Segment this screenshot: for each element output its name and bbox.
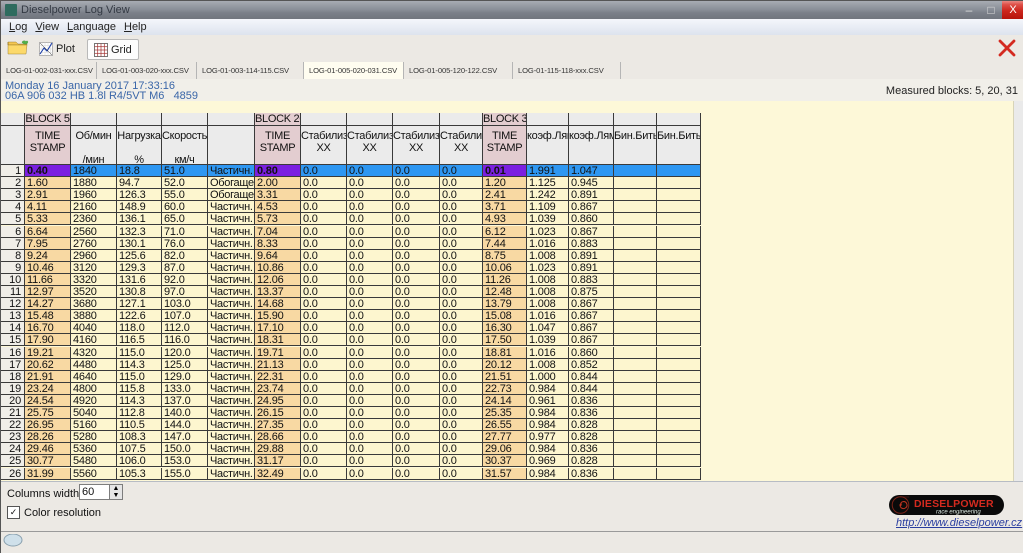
svg-text:DIESELPOWER: DIESELPOWER [914,498,994,510]
svg-text:race engineering: race engineering [936,509,981,515]
